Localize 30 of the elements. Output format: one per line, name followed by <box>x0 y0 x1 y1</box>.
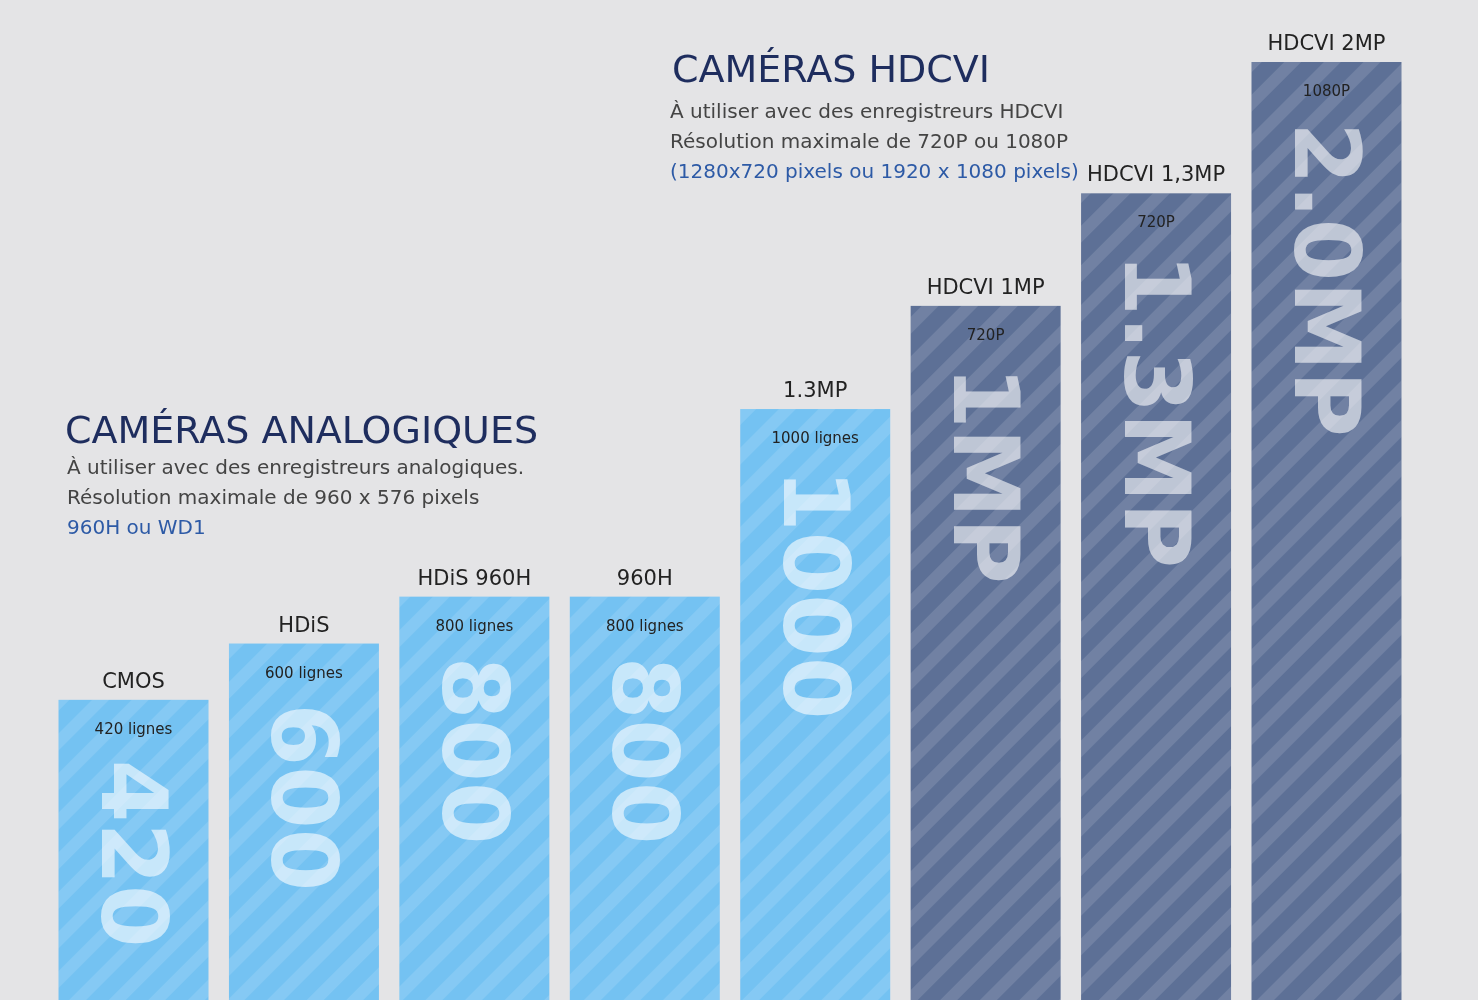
annotation: 420 lignes <box>94 719 173 738</box>
x-tick-label: CMOS <box>102 668 165 693</box>
x-tick-label: 960H <box>616 565 673 590</box>
annotation: 420 <box>81 759 187 948</box>
annotation: Résolution maximale de 720P ou 1080P <box>670 129 1069 153</box>
annotation: 2.0MP <box>1273 122 1379 437</box>
annotation: 800 <box>421 656 527 845</box>
annotation: 720P <box>1137 213 1175 232</box>
annotation: 1MP <box>933 365 1039 585</box>
x-tick-label: HDiS <box>278 612 330 637</box>
annotation: 800 lignes <box>435 616 514 635</box>
x-tick-label: HDCVI 1,3MP <box>1087 162 1226 187</box>
annotation: 600 <box>251 703 357 892</box>
annotation: Résolution maximale de 960 x 576 pixels <box>67 485 480 509</box>
annotation: 960H ou WD1 <box>67 515 206 539</box>
annotation: 1000 lignes <box>771 429 860 448</box>
annotation: 800 <box>592 656 698 845</box>
annotation: 720P <box>966 325 1005 344</box>
x-tick-label: HDiS 960H <box>417 565 532 590</box>
annotation: 1000 <box>762 469 868 720</box>
annotation: 600 lignes <box>265 663 344 682</box>
annotation: CAMÉRAS ANALOGIQUES <box>65 408 539 452</box>
annotation: (1280x720 pixels ou 1920 x 1080 pixels) <box>670 159 1079 183</box>
annotation: 800 lignes <box>605 616 684 635</box>
annotation: CAMÉRAS HDCVI <box>672 47 990 91</box>
annotation: À utiliser avec des enregistreurs HDCVI <box>670 99 1064 123</box>
annotation: À utiliser avec des enregistreurs analogiques. <box>67 455 525 479</box>
x-tick-label: HDCVI 2MP <box>1267 31 1386 55</box>
annotation: 1080P <box>1302 82 1351 100</box>
x-tick-label: HDCVI 1MP <box>926 274 1045 299</box>
